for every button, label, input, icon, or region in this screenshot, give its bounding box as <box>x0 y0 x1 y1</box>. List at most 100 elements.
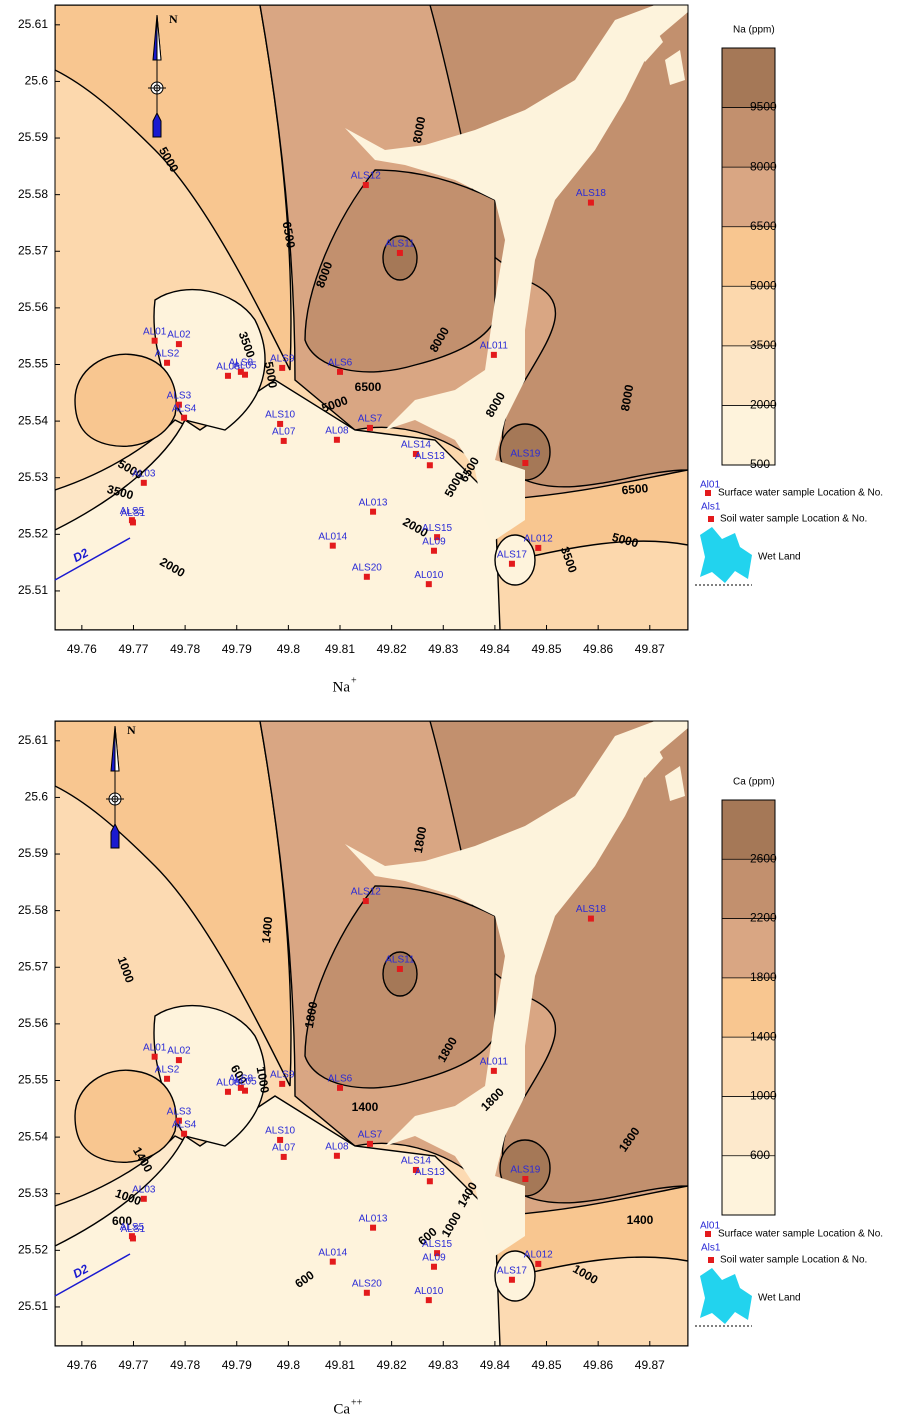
legend-text: Wet Land <box>758 552 801 563</box>
sample-label: ALS7 <box>358 1130 383 1141</box>
colorbar-label: 8000 <box>750 159 777 173</box>
sample-label: ALS9 <box>270 1070 295 1081</box>
x-tick-label: 49.8 <box>277 642 301 656</box>
sample-point <box>181 415 187 421</box>
sample-label: AL02 <box>167 330 191 341</box>
sample-label: ALS17 <box>497 549 527 560</box>
colorbar-bin <box>722 48 775 108</box>
sample-label: ALS11 <box>385 239 415 250</box>
x-tick-label: 49.8 <box>277 1358 301 1372</box>
sample-point <box>152 338 158 344</box>
sample-point <box>141 480 147 486</box>
sample-label: ALS1 <box>121 508 146 519</box>
contour-label: 1400 <box>627 1213 654 1227</box>
y-tick-label: 25.61 <box>18 733 48 747</box>
sample-label: AL09 <box>422 536 446 547</box>
sample-label: ALS10 <box>265 410 295 421</box>
x-tick-label: 49.79 <box>222 642 252 656</box>
sample-label: ALS14 <box>401 440 431 451</box>
legend-marker <box>708 1257 714 1263</box>
sample-label: ALS19 <box>510 1165 540 1176</box>
sample-label: AL012 <box>524 1250 553 1261</box>
colorbar-bin <box>722 167 775 227</box>
sample-point <box>242 1088 248 1094</box>
sample-point <box>588 916 594 922</box>
sample-label: ALS18 <box>576 904 606 915</box>
sample-point <box>242 372 248 378</box>
plot-area: 5000650080008000800080008000350050006500… <box>55 5 688 630</box>
sample-label: ALS13 <box>415 451 445 462</box>
sample-label: ALS6 <box>328 1073 353 1084</box>
legend-marker <box>705 1231 711 1237</box>
north-label: N <box>127 723 136 737</box>
caption-sup: + <box>351 675 357 686</box>
sample-point <box>363 898 369 904</box>
sample-point <box>588 200 594 206</box>
y-tick-label: 25.57 <box>18 243 48 257</box>
sample-label: ALS1 <box>121 1224 146 1235</box>
sample-point <box>225 373 231 379</box>
sample-label: ALS14 <box>401 1156 431 1167</box>
contour-label: 1400 <box>259 916 275 944</box>
colorbar-title: Ca (ppm) <box>733 777 775 788</box>
sample-label: ALS11 <box>385 955 415 966</box>
contour-region <box>75 1070 176 1162</box>
sample-point <box>491 1068 497 1074</box>
map-panel: 1800140018001000600100014001800180018001… <box>18 721 883 1417</box>
sample-point <box>367 1141 373 1147</box>
sample-label: AL013 <box>359 497 388 508</box>
legend-code: Als1 <box>701 1243 721 1254</box>
y-tick-label: 25.51 <box>18 583 48 597</box>
sample-label: AL01 <box>143 1042 167 1053</box>
wetland-icon <box>700 527 752 583</box>
x-tick-label: 49.79 <box>222 1358 252 1372</box>
x-tick-label: 49.83 <box>428 1358 458 1372</box>
sample-point <box>130 519 136 525</box>
colorbar-label: 600 <box>750 1148 770 1162</box>
colorbar-bin <box>722 1156 775 1215</box>
sample-point <box>431 548 437 554</box>
caption: Ca <box>333 1401 350 1417</box>
sample-point <box>364 1290 370 1296</box>
y-tick-label: 25.51 <box>18 1299 48 1313</box>
sample-point <box>152 1054 158 1060</box>
x-tick-label: 49.86 <box>583 642 613 656</box>
sample-point <box>427 1178 433 1184</box>
sample-label: AL013 <box>359 1213 388 1224</box>
sample-label: ALS18 <box>576 188 606 199</box>
x-tick-label: 49.87 <box>635 1358 665 1372</box>
sample-label: AL03 <box>132 468 156 479</box>
colorbar-bin <box>722 227 775 287</box>
colorbar-label: 9500 <box>750 100 777 114</box>
y-tick-label: 25.55 <box>18 357 48 371</box>
sample-point <box>337 1085 343 1091</box>
x-tick-label: 49.84 <box>480 642 510 656</box>
sample-label: AL014 <box>318 1247 347 1258</box>
colorbar-label: 1800 <box>750 970 777 984</box>
y-tick-label: 25.54 <box>18 413 48 427</box>
sample-label: ALS7 <box>358 414 383 425</box>
caption-sup: ++ <box>351 1397 363 1408</box>
colorbar-label: 2600 <box>750 851 777 865</box>
colorbar-bin <box>722 346 775 406</box>
sample-point <box>427 462 433 468</box>
sample-label: ALS4 <box>172 403 197 414</box>
sample-label: AL08 <box>325 1141 349 1152</box>
contour-label: 1400 <box>352 1100 379 1114</box>
contour-layers <box>55 5 688 630</box>
colorbar-label: 3500 <box>750 338 777 352</box>
sample-label: AL09 <box>422 1252 446 1263</box>
sample-point <box>535 545 541 551</box>
colorbar-label: 1000 <box>750 1089 777 1103</box>
sample-point <box>281 438 287 444</box>
y-tick-label: 25.52 <box>18 1242 48 1256</box>
sample-label: AL05 <box>233 1076 257 1087</box>
sample-label: ALS12 <box>351 887 381 898</box>
sample-point <box>364 574 370 580</box>
sample-label: ALS2 <box>155 1064 180 1075</box>
sample-label: ALS17 <box>497 1265 527 1276</box>
sample-label: ALS19 <box>510 449 540 460</box>
sample-label: AL010 <box>414 570 443 581</box>
sample-label: ALS3 <box>167 390 192 401</box>
sample-label: ALS20 <box>352 1278 382 1289</box>
